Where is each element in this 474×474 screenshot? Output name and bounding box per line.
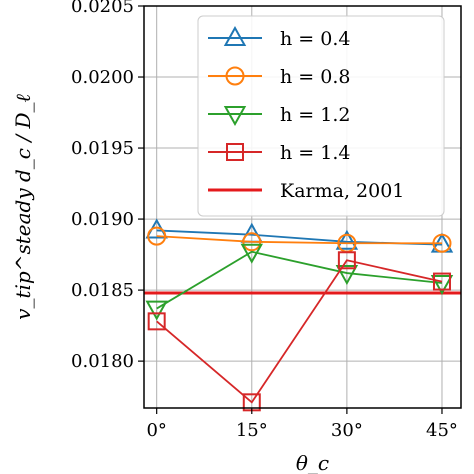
y-axis-label: v_tip^steady d_c / D_ℓ — [11, 94, 35, 320]
series-4-point — [147, 312, 166, 331]
legend-marker-4 — [226, 143, 244, 161]
x-axis-label: θ_c — [296, 451, 329, 474]
x-tick-label: 45° — [426, 420, 458, 441]
x-tick-label: 0° — [146, 420, 166, 441]
legend-box — [197, 15, 445, 217]
series-2-point — [147, 226, 167, 246]
legend: h = 0.4 h = 0.8 h = 1.2 h = 1.4 Karma, 2001 — [197, 15, 445, 217]
y-tick-label: 0.0200 — [71, 67, 134, 88]
legend-marker-3 — [223, 106, 247, 127]
series-2-point — [432, 233, 452, 253]
x-tick-label: 30° — [331, 420, 363, 441]
legend-marker-1 — [223, 25, 247, 46]
series-4-point — [432, 272, 451, 291]
axis-ticks: 0° 15° 30° 45° 0.0180 0.0185 0.0190 0.0195 0.020… — [71, 0, 458, 441]
y-tick-label: 0.0190 — [71, 209, 134, 230]
y-tick-label: 0.0205 — [71, 0, 134, 17]
series-1-point — [335, 229, 359, 250]
x-tick-label: 15° — [236, 420, 268, 441]
series-3-point — [145, 300, 168, 321]
legend-label-4: h = 1.4 — [280, 142, 350, 164]
series-3-point — [430, 274, 454, 296]
series-line-4 — [156, 259, 443, 404]
series-layer — [145, 218, 454, 412]
plot-frame — [143, 5, 462, 409]
series-line-3 — [156, 250, 443, 310]
series-3-point — [240, 243, 263, 264]
series-4-point — [337, 251, 356, 270]
legend-label-karma: Karma, 2001 — [280, 180, 404, 202]
legend-marker-2 — [225, 66, 245, 86]
legend-label-2: h = 0.8 — [280, 66, 350, 88]
y-tick-label: 0.0195 — [71, 138, 134, 159]
series-3-point — [335, 265, 359, 286]
series-line-2 — [156, 235, 442, 245]
legend-label-3: h = 1.2 — [280, 104, 350, 126]
y-tick-label: 0.0185 — [71, 280, 134, 301]
legend-label-1: h = 0.4 — [280, 28, 350, 50]
y-tick-label: 0.0180 — [71, 351, 134, 372]
series-2-point — [242, 232, 262, 252]
